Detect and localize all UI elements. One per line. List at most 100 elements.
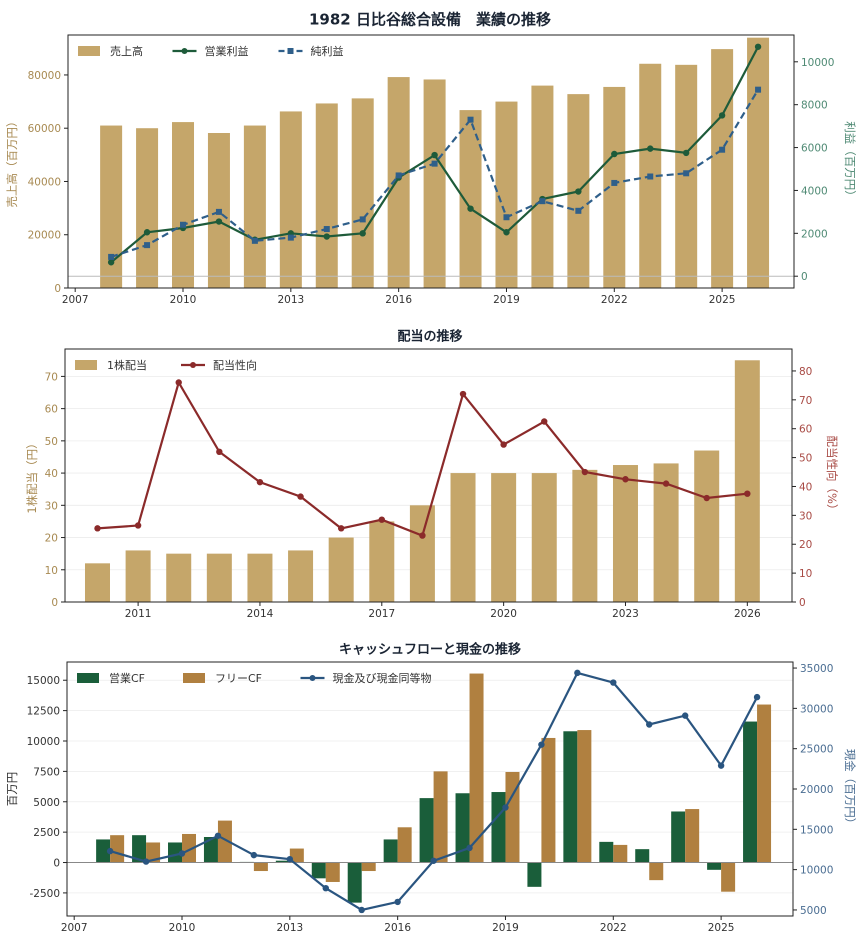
marker-営業利益-2026 xyxy=(754,43,762,50)
bar-営業CF-2023 xyxy=(635,849,650,863)
marker-配当性向-2017 xyxy=(378,516,385,523)
bar-1株配当-2025 xyxy=(694,450,720,602)
y2-axis-label: 現金（百万円） xyxy=(843,749,857,830)
marker-純利益-2011 xyxy=(215,208,222,215)
legend-label: 現金及び現金同等物 xyxy=(333,671,432,685)
y-tick-label: 15000 xyxy=(27,675,60,687)
bar-営業CF-2017 xyxy=(419,798,434,863)
marker-営業利益-2021 xyxy=(575,188,582,195)
x-tick-label: 2019 xyxy=(493,294,520,306)
x-tick-label: 2013 xyxy=(276,922,303,934)
marker-営業利益-2024 xyxy=(682,149,690,157)
marker-現金及び現金同等物-2015 xyxy=(358,906,365,914)
marker-現金及び現金同等物-2008 xyxy=(106,847,114,855)
bar-フリーCF-2018 xyxy=(469,673,484,863)
y-tick-label: 0 xyxy=(51,597,58,609)
marker-営業利益-2023 xyxy=(647,145,654,152)
bar-1株配当-2015 xyxy=(288,550,314,602)
marker-現金及び現金同等物-2022 xyxy=(610,679,617,686)
plot-frame xyxy=(64,348,793,603)
bar-営業CF-2015 xyxy=(347,862,362,903)
marker-純利益-2019 xyxy=(503,214,510,221)
legend-item-純利益: 純利益 xyxy=(278,44,344,58)
bar-フリーCF-2016 xyxy=(397,827,412,863)
marker-営業利益-2022 xyxy=(611,150,618,158)
plot-frame xyxy=(67,34,795,289)
marker-営業利益-2017 xyxy=(431,151,438,159)
marker-純利益-2023 xyxy=(647,173,654,180)
x-tick-label: 2019 xyxy=(492,922,519,934)
bar-フリーCF-2009 xyxy=(146,842,161,863)
legend-label: 1株配当 xyxy=(107,358,147,372)
y2-tick-label: 25000 xyxy=(800,744,833,756)
marker-配当性向-2018 xyxy=(419,532,426,539)
legend-item-営業利益: 営業利益 xyxy=(172,44,249,58)
x-tick-label: 2026 xyxy=(734,608,761,620)
y2-tick-label: 0 xyxy=(799,597,806,609)
marker-営業利益-2014 xyxy=(323,233,330,240)
marker-現金及び現金同等物-2013 xyxy=(286,855,294,863)
marker-純利益-2008 xyxy=(108,253,115,260)
marker-純利益-2026 xyxy=(755,86,762,93)
marker-配当性向-2021 xyxy=(541,418,548,425)
legend-item-現金及び現金同等物: 現金及び現金同等物 xyxy=(300,671,432,685)
legend-item-フリーCF: フリーCF xyxy=(183,672,262,685)
x-tick-label: 2011 xyxy=(125,608,152,620)
bar-フリーCF-2024 xyxy=(685,809,700,863)
bar-営業CF-2026 xyxy=(743,721,758,863)
chart-panel-2: 配当の推移 2011 2014 2017 2020 2023 2026 0 10 20 30 40 50… xyxy=(25,329,839,621)
marker-現金及び現金同等物-2018 xyxy=(466,844,473,852)
marker-配当性向-2026 xyxy=(744,490,751,497)
bar-1株配当-2020 xyxy=(491,473,517,602)
x-tick-label: 2010 xyxy=(170,294,197,306)
y-tick-label: 12500 xyxy=(27,706,60,718)
y2-tick-label: 80 xyxy=(799,366,812,378)
marker-配当性向-2022 xyxy=(581,468,589,476)
bar-フリーCF-2015 xyxy=(361,862,376,872)
marker-現金及び現金同等物-2009 xyxy=(142,858,150,865)
marker-純利益-2017 xyxy=(431,160,438,167)
marker-現金及び現金同等物-2023 xyxy=(646,721,653,728)
bar-営業CF-2021 xyxy=(563,731,578,863)
legend-marker xyxy=(309,675,316,681)
legend-item-営業CF: 営業CF xyxy=(77,671,145,685)
y2-tick-label: 8000 xyxy=(801,100,828,112)
marker-現金及び現金同等物-2011 xyxy=(214,832,222,839)
y2-tick-label: 60 xyxy=(799,424,812,436)
marker-配当性向-2014 xyxy=(256,478,264,486)
bar-営業CF-2011 xyxy=(203,837,218,863)
x-tick-label: 2016 xyxy=(385,294,412,306)
marker-現金及び現金同等物-2026 xyxy=(753,693,761,701)
y2-tick-label: 35000 xyxy=(800,663,833,675)
y-tick-label: 0 xyxy=(53,858,60,870)
y2-tick-label: 20 xyxy=(799,539,812,551)
legend-swatch xyxy=(78,46,100,56)
bar-フリーCF-2025 xyxy=(721,862,736,892)
chart-title: キャッシュフローと現金の推移 xyxy=(339,642,521,658)
bar-営業CF-2020 xyxy=(527,862,542,887)
legend-item-売上高: 売上高 xyxy=(78,44,143,58)
marker-純利益-2014 xyxy=(323,226,330,233)
marker-純利益-2016 xyxy=(395,172,402,179)
bar-営業CF-2022 xyxy=(599,841,614,863)
legend-label: 純利益 xyxy=(311,44,344,58)
bar-フリーCF-2026 xyxy=(757,704,772,863)
chart-panel-3: キャッシュフローと現金の推移 2007 2010 2013 2016 2019 2022 20… xyxy=(5,642,857,935)
bar-売上高-2014 xyxy=(315,103,338,288)
bar-営業CF-2016 xyxy=(383,839,398,863)
legend-marker xyxy=(190,362,196,368)
marker-配当性向-2019 xyxy=(459,390,467,398)
bar-フリーCF-2012 xyxy=(253,862,268,872)
legend-label: 営業利益 xyxy=(205,44,249,58)
marker-配当性向-2024 xyxy=(662,480,670,487)
y-tick-label: 40 xyxy=(45,468,58,480)
bar-1株配当-2021 xyxy=(531,473,557,602)
bar-1株配当-2019 xyxy=(450,473,476,602)
bar-売上高-2022 xyxy=(603,86,626,288)
y2-axis-label: 配当性向（%） xyxy=(825,436,839,516)
bar-売上高-2024 xyxy=(675,64,698,289)
legend-swatch xyxy=(75,360,97,370)
marker-営業利益-2011 xyxy=(215,218,223,225)
chart-panel-1: 1982 日比谷総合設備 業績の推移 2007 2010 2013 2016 2019 20… xyxy=(5,11,857,307)
x-tick-label: 2020 xyxy=(490,608,517,620)
